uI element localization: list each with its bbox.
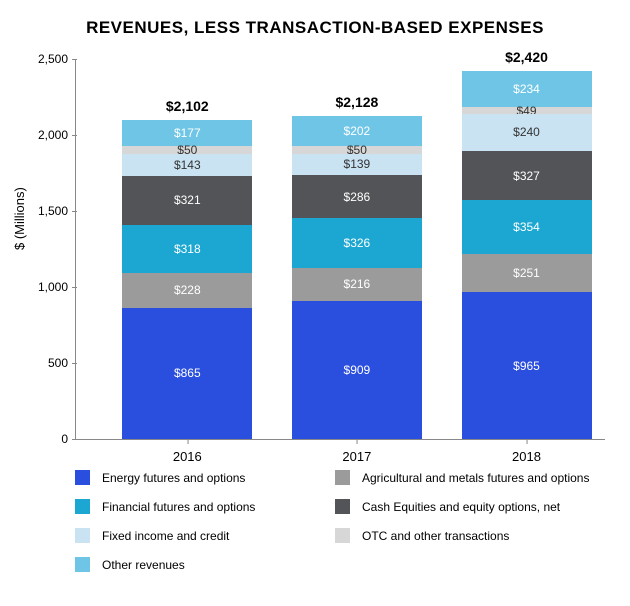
segment-fixed: $143	[122, 154, 252, 176]
segment-label: $326	[344, 236, 371, 250]
legend-item-otc: OTC and other transactions	[335, 528, 595, 543]
legend-swatch	[335, 470, 350, 485]
bar-2016: $177$50$143$321$318$228$865$2,102	[122, 120, 252, 439]
y-tick: 1,000	[38, 280, 76, 294]
segment-agric: $216	[292, 268, 422, 301]
segment-agric: $251	[462, 254, 592, 292]
y-tick: 2,000	[38, 128, 76, 142]
legend-item-energy: Energy futures and options	[75, 470, 335, 485]
segment-fixed: $139	[292, 154, 422, 175]
segment-label: $318	[174, 242, 201, 256]
bar-total: $2,128	[335, 94, 378, 116]
legend-item-fixed: Fixed income and credit	[75, 528, 335, 543]
y-tick: 2,500	[38, 52, 76, 66]
legend: Energy futures and options Financial futu…	[75, 470, 605, 586]
segment-label: $202	[344, 124, 371, 138]
segment-label: $965	[513, 359, 540, 373]
legend-label: OTC and other transactions	[362, 529, 509, 543]
legend-item-other: Other revenues	[75, 557, 335, 572]
segment-finfut: $318	[122, 225, 252, 273]
segment-otc: $50	[292, 146, 422, 154]
legend-item-finfut: Financial futures and options	[75, 499, 335, 514]
y-tick: 500	[48, 356, 76, 370]
segment-other: $234	[462, 71, 592, 107]
segment-energy: $909	[292, 301, 422, 439]
segment-fixed: $240	[462, 114, 592, 150]
segment-casheq: $321	[122, 176, 252, 225]
segment-label: $909	[344, 363, 371, 377]
legend-label: Financial futures and options	[102, 500, 255, 514]
segment-finfut: $326	[292, 218, 422, 268]
segment-label: $286	[344, 190, 371, 204]
x-tick: 2018	[512, 439, 541, 464]
segment-energy: $865	[122, 308, 252, 439]
legend-label: Fixed income and credit	[102, 529, 229, 543]
chart-title: REVENUES, LESS TRANSACTION-BASED EXPENSE…	[0, 0, 630, 38]
segment-label: $321	[174, 193, 201, 207]
segment-otc: $50	[122, 146, 252, 154]
segment-label: $327	[513, 169, 540, 183]
legend-label: Other revenues	[102, 558, 185, 572]
bar-2017: $202$50$139$286$326$216$909$2,128	[292, 116, 422, 439]
segment-agric: $228	[122, 273, 252, 308]
bar-2018: $234$49$240$327$354$251$965$2,420	[462, 71, 592, 439]
segment-finfut: $354	[462, 200, 592, 254]
legend-swatch	[75, 528, 90, 543]
plot-area: 05001,0001,5002,0002,500$177$50$143$321$…	[75, 60, 605, 440]
segment-label: $240	[513, 125, 540, 139]
segment-label: $228	[174, 283, 201, 297]
segment-energy: $965	[462, 292, 592, 439]
segment-label: $354	[513, 220, 540, 234]
legend-item-casheq: Cash Equities and equity options, net	[335, 499, 595, 514]
legend-swatch	[335, 528, 350, 543]
legend-label: Agricultural and metals futures and opti…	[362, 471, 589, 485]
segment-otc: $49	[462, 107, 592, 114]
legend-swatch	[75, 499, 90, 514]
legend-swatch	[75, 470, 90, 485]
legend-swatch	[75, 557, 90, 572]
segment-label: $143	[174, 158, 201, 172]
y-tick: 1,500	[38, 204, 76, 218]
segment-label: $177	[174, 126, 201, 140]
legend-swatch	[335, 499, 350, 514]
segment-label: $251	[513, 266, 540, 280]
legend-label: Energy futures and options	[102, 471, 245, 485]
legend-item-agric: Agricultural and metals futures and opti…	[335, 470, 595, 485]
segment-label: $216	[344, 277, 371, 291]
y-tick: 0	[61, 432, 76, 446]
bar-total: $2,420	[505, 49, 548, 71]
bar-total: $2,102	[166, 98, 209, 120]
legend-label: Cash Equities and equity options, net	[362, 500, 560, 514]
segment-label: $234	[513, 82, 540, 96]
x-tick: 2016	[173, 439, 202, 464]
segment-other: $202	[292, 116, 422, 147]
segment-casheq: $286	[292, 175, 422, 218]
segment-casheq: $327	[462, 151, 592, 201]
x-tick: 2017	[342, 439, 371, 464]
y-axis-label: $ (Millions)	[12, 187, 27, 250]
segment-label: $865	[174, 366, 201, 380]
segment-label: $139	[344, 157, 371, 171]
